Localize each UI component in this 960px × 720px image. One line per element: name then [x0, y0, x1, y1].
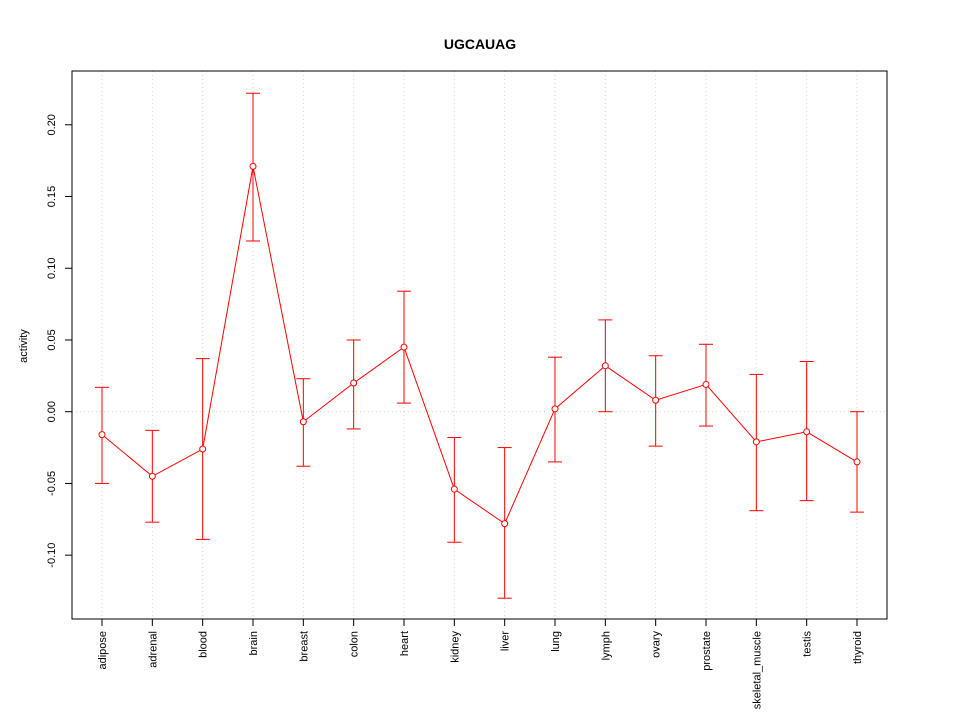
axes-layer: -0.10 -0.05 0.00 0.05 0.10 0.15 0.20 adipose adr…	[46, 114, 864, 709]
x-tick-label: skeletal_muscle	[751, 631, 763, 709]
x-tick-label: blood	[198, 631, 210, 658]
y-tick-label: -0.05	[46, 471, 58, 496]
data-point	[450, 485, 458, 493]
data-point	[98, 431, 106, 439]
x-tick-label: lymph	[600, 631, 612, 660]
x-tick-label: lung	[550, 631, 562, 652]
y-tick-label: 0.20	[46, 114, 58, 135]
x-tick-label: thyroid	[852, 631, 864, 664]
x-tick-label: adipose	[97, 631, 109, 670]
data-point	[702, 380, 710, 388]
data-point	[350, 379, 358, 387]
data-point	[752, 438, 760, 446]
grid-layer	[72, 71, 887, 619]
x-tick-label: brain	[248, 631, 260, 655]
plot-frame	[71, 70, 888, 620]
data-layer	[95, 92, 864, 599]
data-point	[803, 428, 811, 436]
x-tick-label: adrenal	[147, 631, 159, 668]
y-axis-label: activity	[18, 329, 30, 363]
data-point	[501, 520, 509, 528]
x-tick-label: prostate	[701, 631, 713, 671]
x-tick-label: heart	[399, 631, 411, 656]
x-tick-label: breast	[298, 631, 310, 662]
chart-title: UGCAUAG	[444, 36, 516, 52]
data-point	[400, 343, 408, 351]
y-tick-label: -0.10	[46, 543, 58, 568]
y-tick-label: 0.05	[46, 329, 58, 350]
x-tick-label: colon	[349, 631, 361, 657]
x-tick-label: ovary	[651, 631, 663, 658]
data-point	[853, 458, 861, 466]
data-point	[148, 472, 156, 480]
x-tick-label: liver	[500, 631, 512, 652]
data-point	[199, 445, 207, 453]
y-tick-label: 0.00	[46, 401, 58, 422]
x-tick-label: kidney	[449, 631, 461, 663]
y-tick-label: 0.15	[46, 186, 58, 207]
series-line	[101, 166, 858, 525]
data-point	[551, 405, 559, 413]
x-tick-label: testis	[802, 631, 814, 657]
data-point	[652, 396, 660, 404]
data-point	[601, 362, 609, 370]
y-tick-label: 0.10	[46, 258, 58, 279]
data-point	[299, 418, 307, 426]
data-point	[249, 162, 257, 170]
